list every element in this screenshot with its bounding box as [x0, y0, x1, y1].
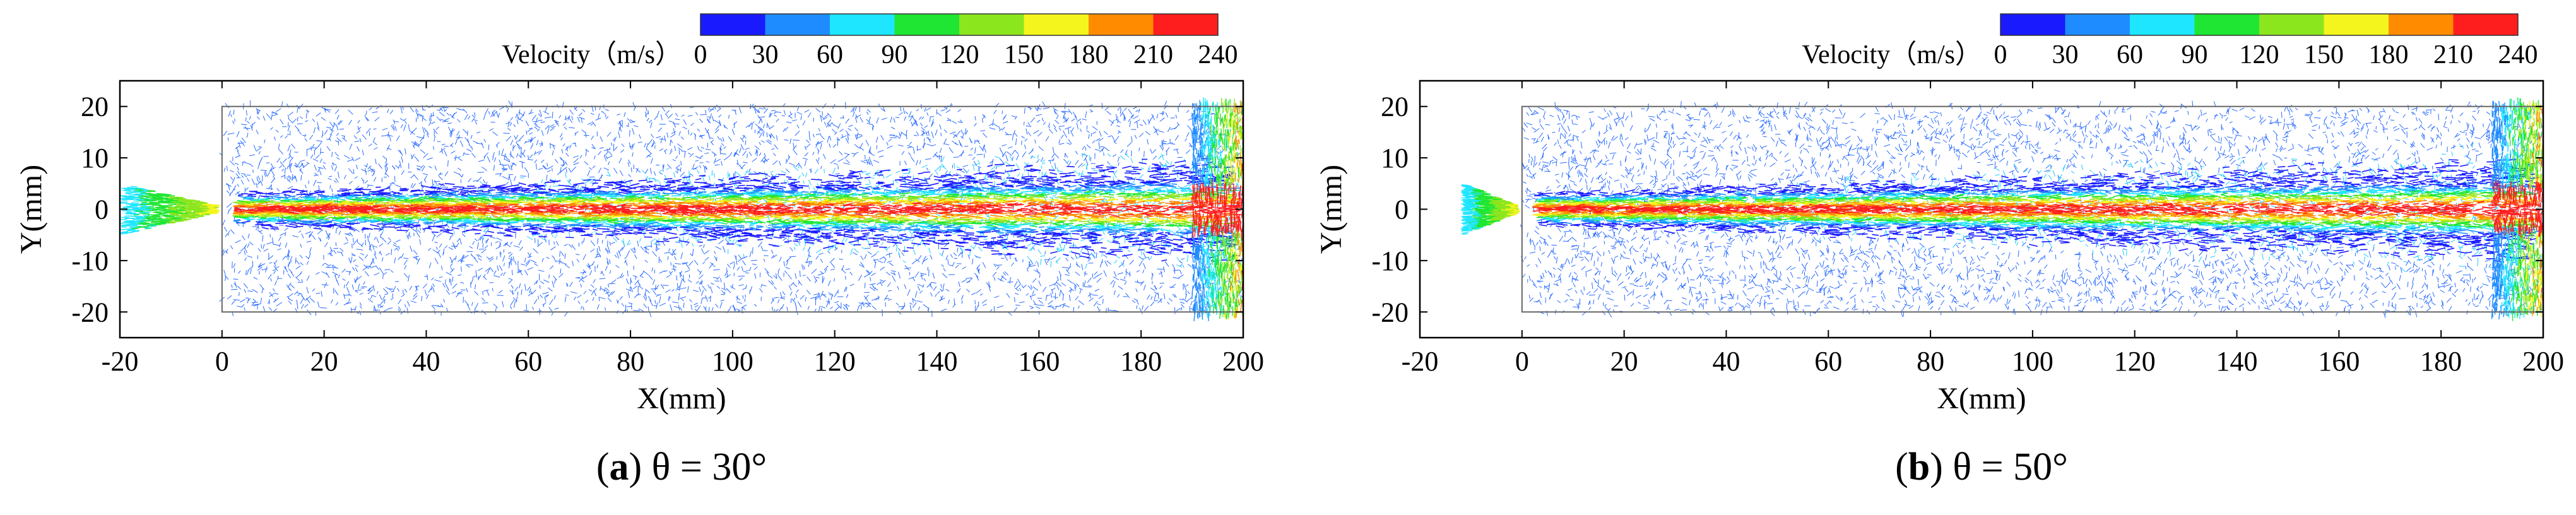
- x-tick-label: 120: [814, 346, 856, 377]
- colorbar-tick-label: 210: [1133, 40, 1173, 69]
- colorbar-segment: [765, 14, 830, 35]
- colorbar-segment: [1024, 14, 1089, 35]
- x-tick-label: 40: [1712, 346, 1740, 377]
- colorbar-tick-label: 0: [694, 40, 707, 69]
- x-tick-label: 160: [2318, 346, 2360, 377]
- y-tick-label: 10: [1381, 143, 1409, 174]
- colorbar-tick-label: 30: [752, 40, 779, 69]
- x-axis-label: X(mm): [1937, 382, 2026, 415]
- y-tick-label: -10: [71, 246, 109, 276]
- caption-letter: b: [1908, 446, 1930, 488]
- y-tick-label: -10: [1371, 246, 1409, 276]
- colorbar-tick-label: 120: [940, 40, 979, 69]
- x-tick-label: 60: [514, 346, 542, 377]
- colorbar: 0 30 60 90 120 150 180 210 240 Velocity（m/s）: [1802, 14, 2538, 69]
- colorbar-segment: [2259, 14, 2324, 35]
- colorbar-segment: [2454, 14, 2519, 35]
- x-tick-label: 100: [712, 346, 753, 377]
- colorbar-segment: [1154, 14, 1219, 35]
- x-tick-label: 120: [2114, 346, 2156, 377]
- x-axis-label: X(mm): [637, 382, 726, 415]
- colorbar-tick-label: 210: [2433, 40, 2473, 69]
- x-tick-label: 80: [617, 346, 644, 377]
- x-tick-label: 60: [1814, 346, 1842, 377]
- x-tick-label: 140: [2216, 346, 2258, 377]
- colorbar-tick-label: 240: [1198, 40, 1238, 69]
- caption-letter: a: [610, 446, 629, 488]
- x-tick-label: -20: [102, 346, 139, 377]
- nozzle-vectors: [1461, 185, 1520, 235]
- colorbar-title: Velocity（m/s）: [1802, 40, 1982, 69]
- colorbar-tick-label: 90: [2182, 40, 2208, 69]
- x-tick-label: 160: [1018, 346, 1060, 377]
- colorbar-tick-label: 240: [2498, 40, 2538, 69]
- colorbar-tick-label: 120: [2240, 40, 2279, 69]
- jet-vectors: [232, 156, 1243, 262]
- vector-field: [220, 97, 1248, 321]
- x-tick-label: -20: [1402, 346, 1439, 377]
- colorbar-segment: [2000, 14, 2065, 35]
- colorbar-segment: [2130, 14, 2195, 35]
- colorbar-tick-label: 180: [2369, 40, 2409, 69]
- colorbar-segment: [895, 14, 960, 35]
- panel-b: 0 30 60 90 120 150 180 210 240 Velocity（m/s） -20 0 2…: [1315, 14, 2564, 488]
- x-tick-label: 80: [1917, 346, 1944, 377]
- caption-text: θ = 30°: [652, 446, 767, 488]
- y-tick-label: 10: [81, 143, 109, 174]
- colorbar-tick-label: 60: [2117, 40, 2143, 69]
- x-tick-label: 40: [412, 346, 440, 377]
- colorbar-title: Velocity（m/s）: [502, 40, 682, 69]
- y-axis-label: Y(mm): [15, 165, 48, 254]
- vector-field: [1520, 97, 2548, 321]
- colorbar-segment: [2324, 14, 2389, 35]
- colorbar-segment: [2065, 14, 2130, 35]
- colorbar-segment: [1089, 14, 1154, 35]
- y-tick-label: -20: [71, 297, 109, 328]
- colorbar-segment: [959, 14, 1024, 35]
- y-tick-label: 0: [1395, 194, 1409, 225]
- x-tick-label: 20: [1610, 346, 1638, 377]
- colorbar-tick-label: 150: [1004, 40, 1044, 69]
- panel-a: 0 30 60 90 120 150 180 210 240 Velocity（m/s） -20 0 2…: [15, 14, 1264, 488]
- y-tick-label: 0: [95, 194, 109, 225]
- y-axis-label: Y(mm): [1315, 165, 1348, 254]
- y-tick-label: -20: [1371, 297, 1409, 328]
- panel-caption: (a) θ = 30°: [596, 446, 767, 488]
- colorbar-tick-label: 180: [1069, 40, 1109, 69]
- x-tick-label: 200: [1222, 346, 1264, 377]
- y-tick-label: 20: [81, 92, 109, 122]
- x-tick-label: 0: [215, 346, 229, 377]
- colorbar-tick-label: 30: [2052, 40, 2079, 69]
- x-tick-label: 180: [1120, 346, 1162, 377]
- colorbar: 0 30 60 90 120 150 180 210 240 Velocity（m/s）: [502, 14, 1238, 69]
- x-tick-label: 0: [1515, 346, 1529, 377]
- colorbar-tick-label: 90: [882, 40, 908, 69]
- x-tick-label: 200: [2522, 346, 2564, 377]
- y-tick-label: 20: [1381, 92, 1409, 122]
- colorbar-tick-label: 0: [1994, 40, 2007, 69]
- caption-text: θ = 50°: [1953, 446, 2067, 488]
- nozzle-vectors: [120, 186, 220, 234]
- x-tick-label: 100: [2012, 346, 2053, 377]
- colorbar-segment: [830, 14, 895, 35]
- colorbar-segment: [2195, 14, 2260, 35]
- panel-caption: (b) θ = 50°: [1895, 446, 2068, 488]
- colorbar-tick-label: 60: [817, 40, 843, 69]
- x-tick-label: 140: [916, 346, 958, 377]
- colorbar-segment: [700, 14, 765, 35]
- x-tick-label: 20: [310, 346, 338, 377]
- colorbar-tick-label: 150: [2304, 40, 2344, 69]
- x-tick-label: 180: [2420, 346, 2462, 377]
- colorbar-segment: [2389, 14, 2454, 35]
